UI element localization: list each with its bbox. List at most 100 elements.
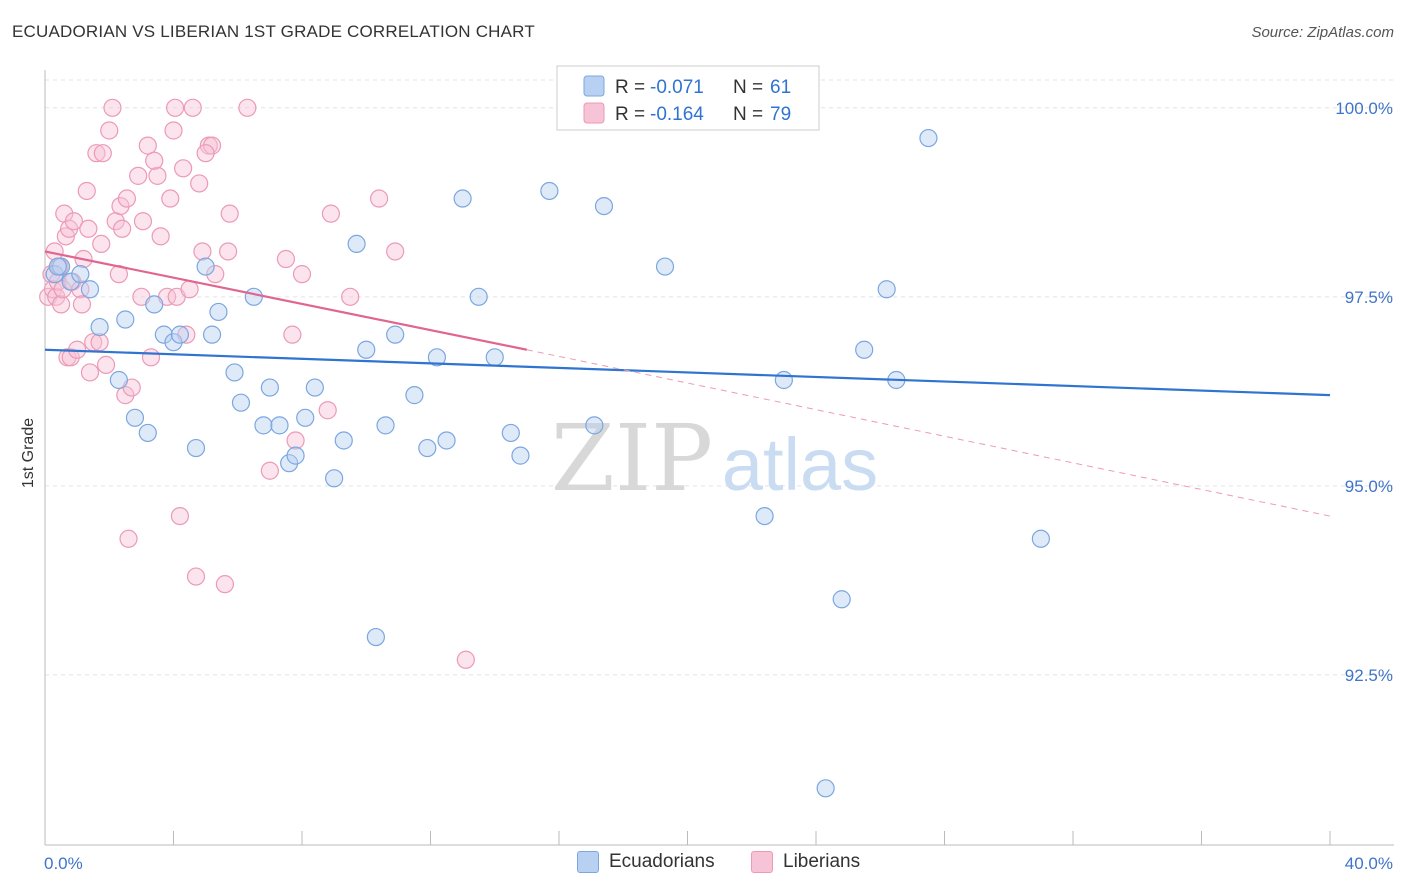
watermark-atlas: atlas xyxy=(722,423,878,506)
liberian-point xyxy=(151,227,170,246)
liberian-point xyxy=(190,174,209,193)
y-tick-label: 97.5% xyxy=(1345,288,1393,307)
ecuadorian-point xyxy=(305,378,324,397)
liberian-point xyxy=(292,265,312,284)
ecuadorian-point xyxy=(325,469,344,488)
watermark-zip: ZIP xyxy=(551,405,713,512)
liberian-point xyxy=(196,144,215,163)
liberians-trend-extension xyxy=(526,349,1331,517)
liberian-point xyxy=(170,506,190,526)
legend-r-label-1: R = xyxy=(615,77,645,98)
liberian-point xyxy=(286,431,305,450)
ecuadorian-point xyxy=(511,446,530,465)
ecuadorian-point xyxy=(296,408,315,427)
ecuadorian-point xyxy=(90,317,109,337)
liberian-point xyxy=(260,461,279,480)
liberians-swatch xyxy=(751,851,773,873)
legend-item-liberians: Liberians xyxy=(751,851,860,873)
ecuadorian-point xyxy=(366,627,385,647)
liberian-point xyxy=(96,355,116,374)
liberians-label: Liberians xyxy=(783,851,861,872)
y-tick-label: 92.5% xyxy=(1345,666,1393,685)
liberian-point xyxy=(161,189,180,208)
legend-swatch-liberians xyxy=(583,102,605,124)
tick-labels: 92.5% 95.0% 97.5% 100.0% 0.0% 40.0% xyxy=(44,99,1393,873)
ecuadorian-point xyxy=(196,257,215,276)
liberian-point xyxy=(283,325,302,344)
liberian-point xyxy=(138,136,157,155)
ecuadorian-point xyxy=(231,393,251,412)
liberian-point xyxy=(119,529,138,548)
liberian-point xyxy=(215,575,234,594)
ecuadorian-point xyxy=(286,446,305,465)
ecuadorian-point xyxy=(280,454,299,473)
ecuadorian-point xyxy=(260,378,279,397)
liberian-point xyxy=(202,136,222,155)
ecuadorian-point xyxy=(774,370,793,390)
y-tick-label: 100.0% xyxy=(1335,99,1393,118)
liberian-point xyxy=(112,219,132,238)
ecuadorian-point xyxy=(125,408,145,427)
ecuadorian-point xyxy=(485,348,504,367)
legend-r-value-2: -0.164 xyxy=(650,104,704,125)
liberian-point xyxy=(93,144,112,163)
ecuadorian-point xyxy=(334,431,353,450)
ecuadorian-point xyxy=(254,416,273,435)
y-axis-label: 1st Grade xyxy=(20,418,37,488)
liberian-point xyxy=(370,189,389,208)
ecuadorian-point xyxy=(116,310,135,329)
ecuadorian-point xyxy=(855,340,874,359)
legend-n-value-2: 79 xyxy=(770,104,791,125)
liberian-point xyxy=(141,348,161,367)
chart-title: ECUADORIAN VS LIBERIAN 1ST GRADE CORRELA… xyxy=(12,22,535,41)
liberians-points xyxy=(39,98,475,669)
liberian-point xyxy=(133,212,153,231)
x-tick-label-max: 40.0% xyxy=(1345,854,1393,873)
ecuadorian-point xyxy=(501,423,520,443)
liberian-point xyxy=(186,567,206,586)
ecuadorian-point xyxy=(919,128,938,148)
liberian-point xyxy=(219,242,238,261)
ecuadorian-point xyxy=(418,438,437,458)
liberian-point xyxy=(103,98,122,117)
liberian-point xyxy=(111,196,130,216)
ecuadorian-point xyxy=(540,181,559,201)
ecuadorian-point xyxy=(347,234,366,254)
axes xyxy=(44,70,1394,846)
ecuadorian-point xyxy=(453,189,472,208)
ecuadorian-point xyxy=(61,272,80,291)
ecuadorian-point xyxy=(469,287,488,306)
liberian-point xyxy=(64,212,84,231)
ecuadorians-swatch xyxy=(577,851,599,873)
liberian-point xyxy=(276,249,296,269)
ecuadorian-point xyxy=(270,416,289,435)
legend-r-label-2: R = xyxy=(615,104,645,125)
liberian-point xyxy=(386,242,405,261)
ecuadorian-point xyxy=(170,325,190,344)
ecuadorian-point xyxy=(405,386,424,405)
ecuadorian-point xyxy=(427,348,447,367)
liberian-point xyxy=(100,121,119,140)
trend-lines xyxy=(44,250,1331,517)
liberian-point xyxy=(238,98,257,117)
ecuadorian-point xyxy=(80,280,100,299)
ecuadorian-point xyxy=(145,295,164,314)
ecuadorian-point xyxy=(386,325,405,344)
legend-r-value-1: -0.071 xyxy=(650,77,704,98)
liberian-point xyxy=(90,333,109,352)
series-legend: Ecuadorians Liberians xyxy=(0,851,1406,879)
ecuadorian-point xyxy=(225,363,244,382)
ecuadorian-point xyxy=(164,333,183,352)
liberian-point xyxy=(456,650,475,669)
gridlines xyxy=(45,79,1394,676)
liberian-point xyxy=(71,280,90,299)
y-tick-label: 95.0% xyxy=(1345,477,1393,496)
ecuadorian-point xyxy=(209,302,228,322)
ecuadorian-point xyxy=(755,506,774,526)
liberian-point xyxy=(116,386,135,405)
ecuadorian-point xyxy=(202,325,222,344)
legend-item-ecuadorians: Ecuadorians xyxy=(577,851,715,873)
liberian-point xyxy=(129,166,148,185)
liberian-point xyxy=(61,348,80,367)
